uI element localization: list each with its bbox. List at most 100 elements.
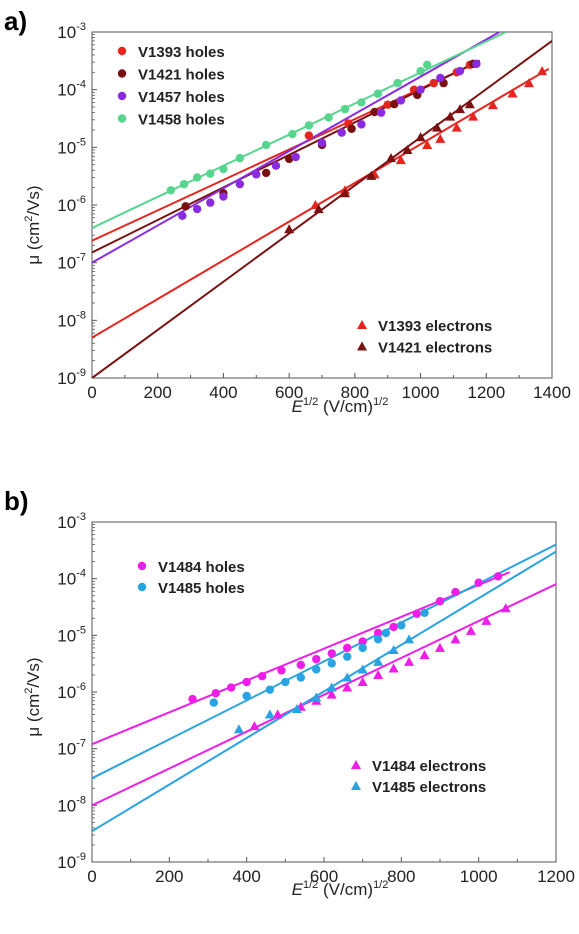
panel-a-data-point bbox=[166, 186, 176, 195]
panel-a-data-point bbox=[235, 179, 245, 189]
panel-b-y-tick-label: 10-3 bbox=[57, 511, 86, 532]
panel-b-legend-top-left: V1484 holes V1485 holes bbox=[137, 559, 245, 597]
panel-a-data-point bbox=[219, 164, 228, 174]
panel-a-fit-line bbox=[92, 40, 552, 378]
panel-b-data-point bbox=[357, 677, 368, 687]
panel-b-data-point bbox=[343, 643, 352, 653]
panel-a-legend-marker bbox=[117, 46, 127, 56]
panel-b-data-point bbox=[227, 683, 236, 692]
panel-b-plot: 0 200 400 600 800 1000 1200 10-9 10-8 10-7 10-6 10-… bbox=[57, 511, 575, 886]
panel-a-y-tick-label: 10-3 bbox=[57, 21, 86, 42]
panel-a-data-point bbox=[261, 168, 271, 178]
panel-b-legend-bottom-right: V1484 electrons V1485 electrons bbox=[351, 758, 486, 796]
panel-a-x-tick-label: 1200 bbox=[467, 383, 505, 402]
panel-a-legend-marker bbox=[357, 341, 367, 351]
panel-a-data-point bbox=[288, 129, 297, 139]
panel-a-data-point bbox=[451, 122, 462, 132]
panel-b-fit-line bbox=[92, 571, 510, 746]
panel-b: b) μ (cm2/Vs) E1/2 (V/cm)1/2 0 200 400 600 8… bbox=[4, 486, 575, 899]
panel-a-legend-label: V1421 holes bbox=[138, 67, 225, 84]
panel-b-data-point bbox=[211, 689, 220, 698]
panel-a-y-axis-label: μ (cm2/Vs) bbox=[23, 185, 43, 264]
panel-a-series bbox=[178, 59, 481, 220]
panel-b-series bbox=[249, 603, 511, 731]
panel-a-data-point bbox=[261, 140, 271, 150]
panel-b-data-point bbox=[326, 689, 337, 699]
panel-a-data-point bbox=[455, 66, 465, 76]
panel-a-data-point bbox=[192, 204, 202, 214]
panel-a-data-point bbox=[304, 121, 314, 130]
panel-b-y-axis-label: μ (cm2/Vs) bbox=[23, 657, 43, 736]
panel-b-legend-marker bbox=[351, 760, 361, 769]
panel-b-data-point bbox=[342, 672, 353, 682]
panel-b-data-point bbox=[397, 621, 406, 630]
panel-a-fit-line bbox=[92, 32, 507, 229]
panel-b-data-point bbox=[312, 665, 321, 674]
panel-a-data-point bbox=[432, 122, 442, 132]
panel-a-x-tick-label: 800 bbox=[341, 383, 369, 402]
panel-b-data-point bbox=[291, 704, 302, 714]
panel-a-data-point bbox=[416, 85, 425, 94]
panel-a-data-point bbox=[235, 153, 245, 163]
panel-a-data-point bbox=[178, 211, 187, 220]
panel-a-data-point bbox=[317, 138, 327, 147]
panel-b-data-point bbox=[342, 682, 353, 692]
panel-b-fit-line bbox=[92, 583, 556, 807]
panel-a-series bbox=[166, 60, 432, 195]
panel-b-y-tick-label: 10-7 bbox=[57, 738, 86, 759]
panel-b-data-point bbox=[389, 622, 398, 632]
panel-a-data-point bbox=[537, 66, 548, 76]
panel-b-legend-marker bbox=[137, 582, 147, 592]
panel-a-data-point bbox=[357, 98, 366, 107]
panel-a-x-tick-label: 400 bbox=[209, 383, 237, 402]
panel-b-data-point bbox=[327, 649, 336, 658]
panel-b-data-point bbox=[373, 628, 383, 638]
panel-b-data-point bbox=[188, 694, 197, 704]
panel-b-series bbox=[188, 572, 503, 704]
panel-a-series bbox=[310, 66, 548, 209]
panel-a-fit-line bbox=[92, 32, 500, 264]
panel-a-data-point bbox=[219, 192, 228, 201]
panel-a-label: a) bbox=[4, 6, 27, 36]
panel-b-x-tick-label: 800 bbox=[387, 867, 415, 886]
panel-b-y-tick-label: 10-6 bbox=[57, 681, 86, 702]
panel-b-x-tick-label: 400 bbox=[232, 867, 260, 886]
panel-b-legend-label: V1484 electrons bbox=[372, 758, 486, 775]
panel-a-data-point bbox=[291, 152, 300, 162]
panel-b-legend-label: V1485 holes bbox=[158, 580, 245, 597]
panel-b-data-point bbox=[233, 724, 244, 734]
panel-a-data-point bbox=[271, 161, 281, 170]
panel-a-data-point bbox=[313, 204, 324, 214]
panel-b-data-point bbox=[493, 572, 503, 581]
panel-b-legend-marker bbox=[351, 781, 361, 790]
panel-a: a) μ (cm2/Vs) E1/2 (V/cm)1/2 0 200 400 600 8… bbox=[4, 6, 571, 416]
panel-b-data-point bbox=[373, 656, 384, 666]
panel-b-y-tick-label: 10-9 bbox=[57, 851, 86, 872]
panel-a-fit-line bbox=[92, 67, 550, 339]
panel-a-data-point bbox=[370, 107, 379, 117]
panel-b-data-point bbox=[373, 669, 384, 679]
panel-b-data-point bbox=[465, 625, 476, 635]
panel-a-x-tick-label: 1400 bbox=[533, 383, 571, 402]
panel-a-data-point bbox=[340, 104, 350, 114]
panel-b-data-point bbox=[381, 628, 391, 638]
panel-a-data-point bbox=[396, 96, 406, 105]
panel-a-data-point bbox=[507, 88, 518, 98]
panel-b-data-point bbox=[326, 682, 337, 692]
panel-b-data-point bbox=[404, 634, 415, 644]
panel-b-data-point bbox=[474, 578, 483, 587]
panel-b-data-point bbox=[327, 659, 336, 668]
panel-b-series bbox=[209, 608, 429, 707]
panel-b-data-point bbox=[265, 685, 275, 694]
panel-b-x-tick-label: 1000 bbox=[460, 867, 498, 886]
panel-b-fit-line bbox=[92, 550, 556, 833]
panel-a-data-point bbox=[468, 111, 479, 121]
panel-b-data-point bbox=[209, 698, 218, 707]
panel-b-y-tick-label: 10-8 bbox=[57, 794, 86, 815]
panel-a-data-point bbox=[206, 198, 215, 207]
panel-b-data-point bbox=[242, 677, 251, 687]
panel-b-data-point bbox=[420, 608, 429, 617]
panel-a-legend-marker bbox=[357, 320, 367, 329]
panel-a-legend-marker bbox=[117, 114, 127, 123]
